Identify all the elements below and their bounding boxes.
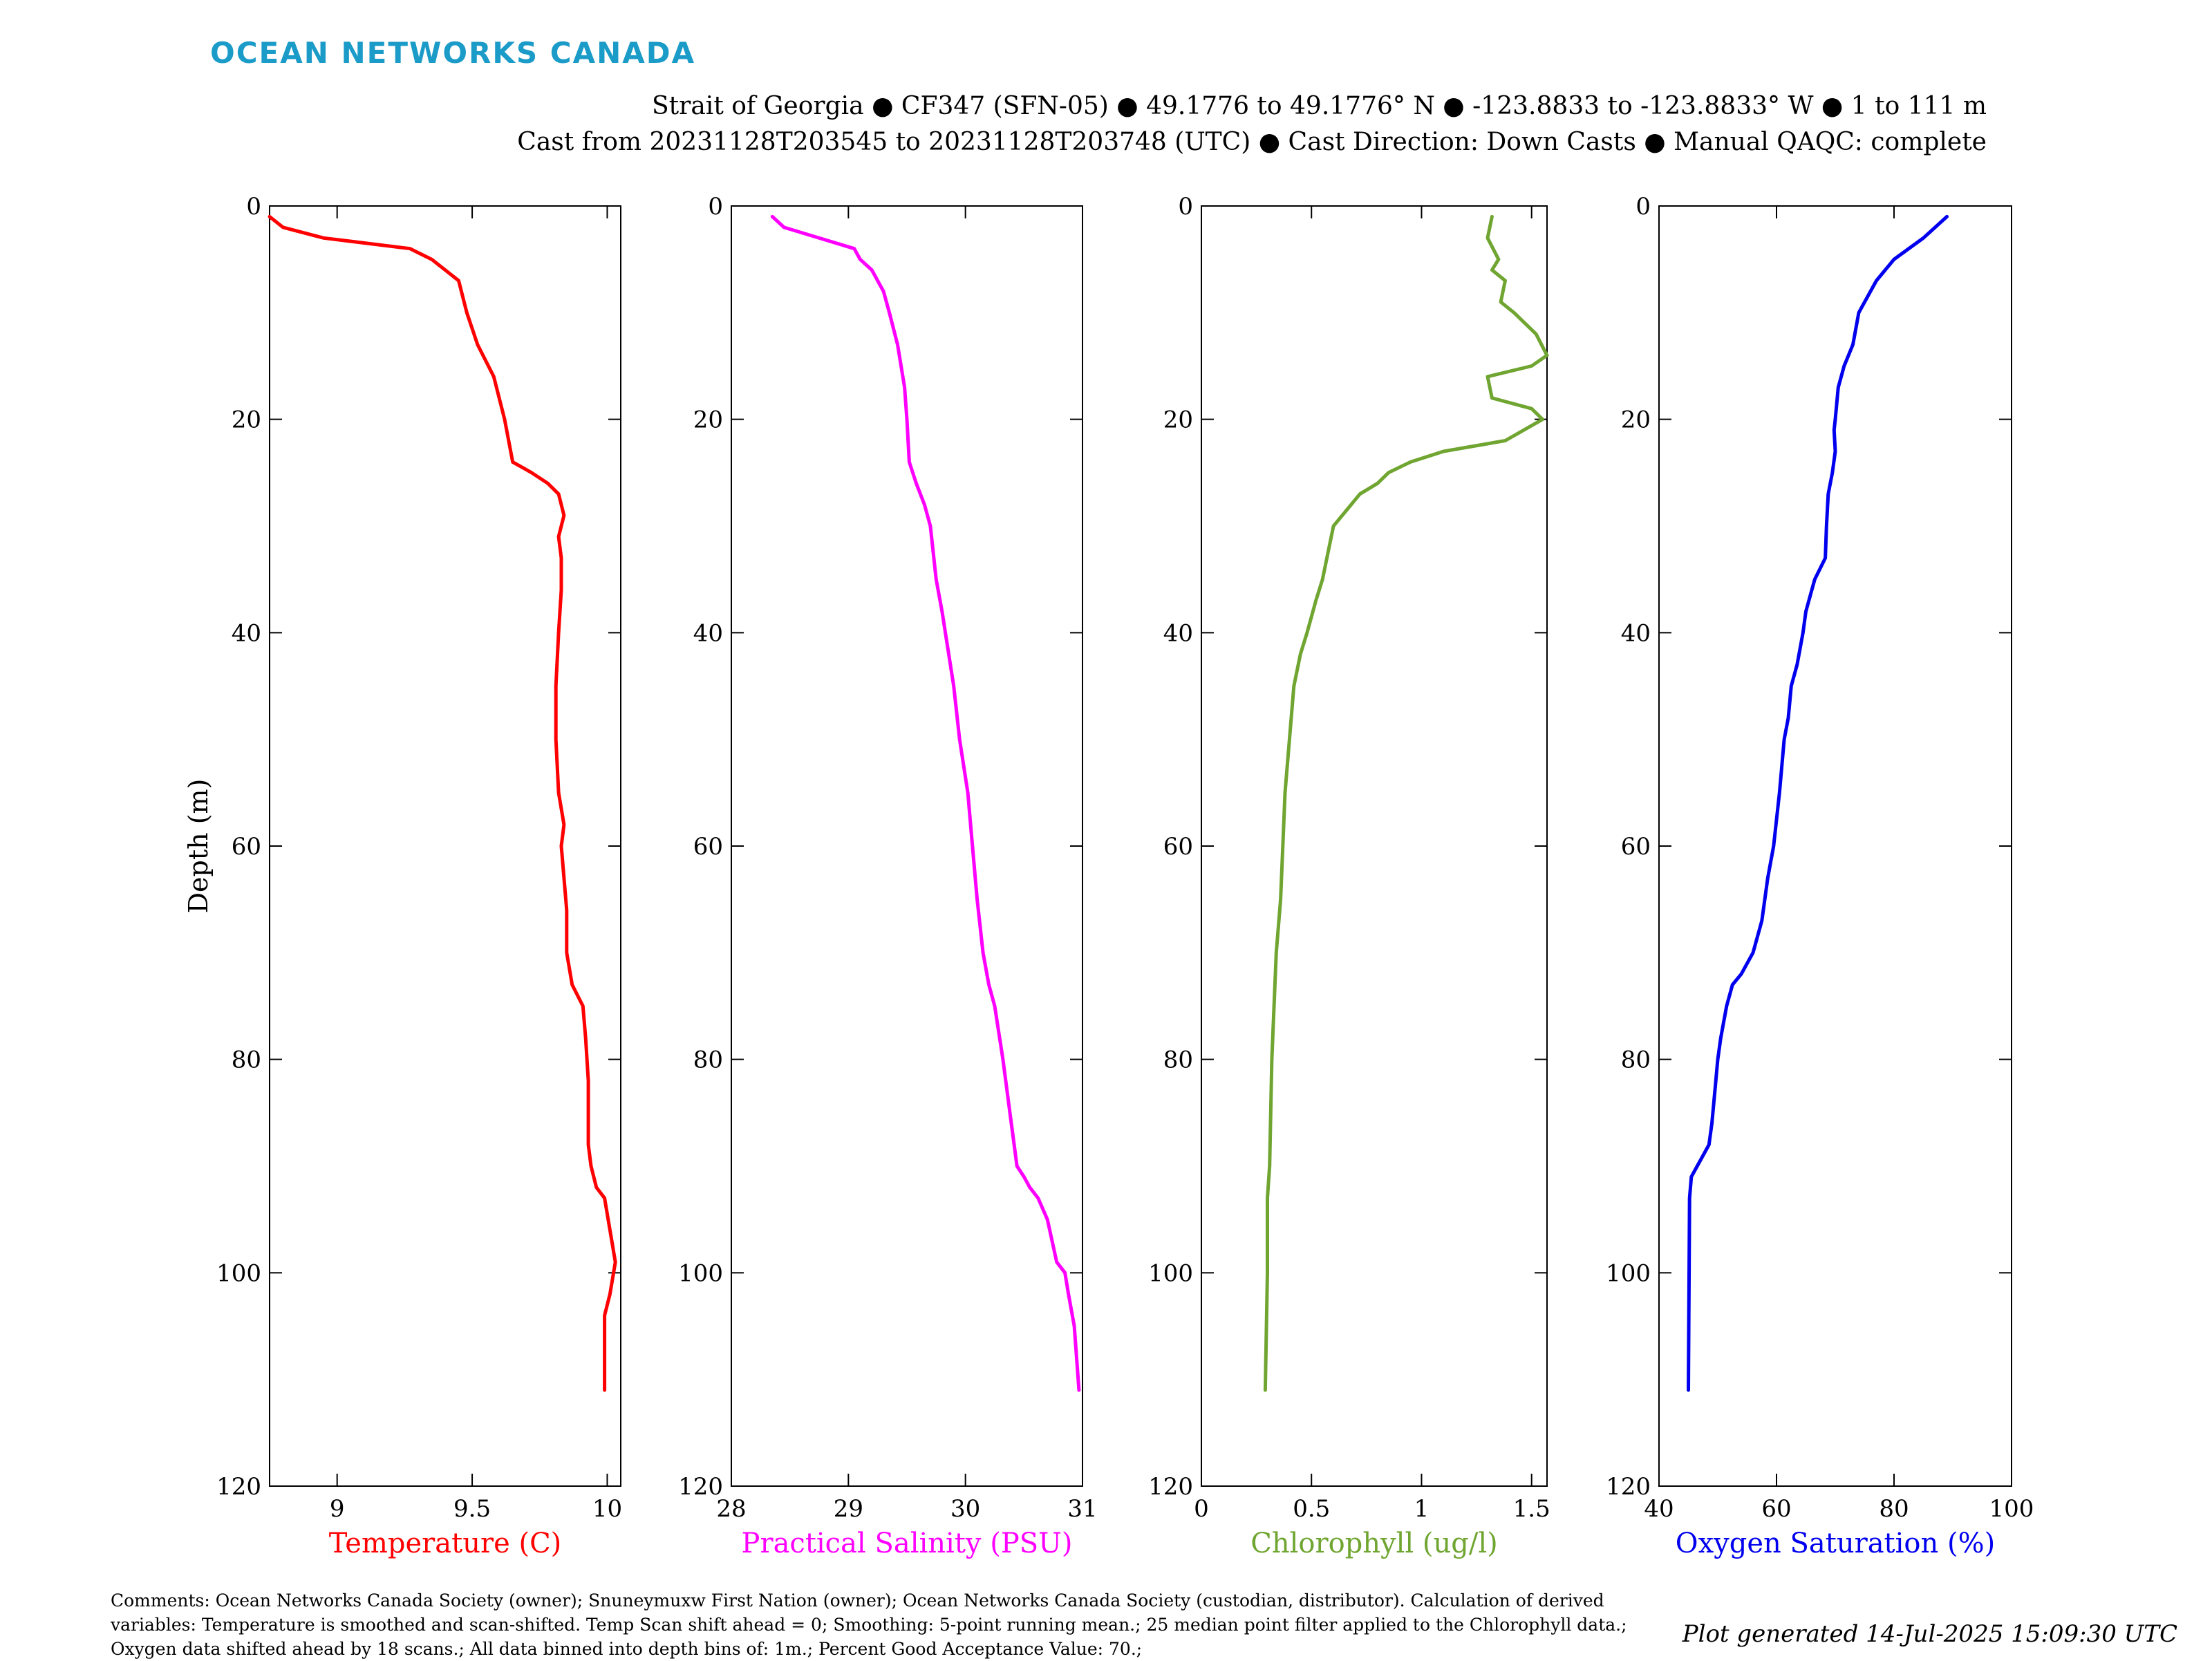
panel-2-xtick-label: 31 [1067, 1495, 1097, 1523]
panel-3-ytick-label: 0 [1178, 193, 1193, 220]
panel-3-xaxis-label: Chlorophyll (ug/l) [1250, 1528, 1498, 1559]
panel-4-axes-box [1658, 205, 2012, 1487]
panel-1-ytick-label: 80 [232, 1047, 261, 1074]
panel-1-ytick-label: 120 [216, 1473, 261, 1501]
panel-2-xtick-label: 28 [716, 1495, 746, 1523]
plot-header: Strait of Georgia ● CF347 (SFN-05) ● 49.… [517, 88, 1987, 160]
panel-2-xtick-label: 29 [834, 1495, 863, 1523]
panel-4-ytick-label: 60 [1621, 833, 1651, 861]
panel-2-ytick-label: 0 [708, 193, 723, 220]
ocean-networks-canada-logo: OCEAN NETWORKS CANADA [210, 36, 696, 70]
header-cast-line: Cast from 20231128T203545 to 20231128T20… [517, 128, 1987, 156]
panel-2-xaxis-label: Practical Salinity (PSU) [742, 1528, 1073, 1559]
panel-3-ytick-label: 20 [1163, 406, 1193, 434]
panel-2-ytick-label: 80 [693, 1047, 723, 1074]
panel-3-xtick-label: 1 [1414, 1495, 1430, 1523]
panel-2-xtick-label: 30 [950, 1495, 980, 1523]
panel-3-ytick-label: 100 [1148, 1259, 1193, 1287]
panel-4-xtick-label: 60 [1761, 1495, 1791, 1523]
panel-1-profile-line [268, 214, 617, 1392]
panel-1-ytick-label: 60 [232, 833, 261, 861]
panel-3-ytick-label: 120 [1148, 1473, 1193, 1501]
panel-2-ytick-label: 40 [693, 619, 723, 647]
panel-1-ytick-label: 40 [232, 619, 261, 647]
panel-1-xtick-label: 9.5 [453, 1495, 491, 1523]
panel-4-xtick-label: 40 [1644, 1495, 1674, 1523]
depth-axis-label: Depth (m) [183, 779, 214, 914]
header-location-line: Strait of Georgia ● CF347 (SFN-05) ● 49.… [652, 92, 1987, 120]
panel-1-ytick-label: 20 [232, 406, 261, 434]
panel-3-ytick-label: 80 [1163, 1047, 1193, 1074]
panel-1-xtick-label: 10 [592, 1495, 622, 1523]
panel-4-xtick-label: 100 [1989, 1495, 2034, 1523]
panel-2-ytick-label: 120 [678, 1473, 723, 1501]
panel-4-xaxis-label: Oxygen Saturation (%) [1676, 1528, 1995, 1559]
panel-3-xtick-label: 0.5 [1293, 1495, 1330, 1523]
panel-2-ytick-label: 100 [678, 1259, 723, 1287]
panel-1-ytick-label: 100 [216, 1259, 261, 1287]
panel-1-xtick-label: 9 [330, 1495, 345, 1523]
panel-4-ytick-label: 20 [1621, 406, 1651, 434]
panel-1-xaxis-label: Temperature (C) [329, 1528, 562, 1559]
panel-4-ytick-label: 0 [1635, 193, 1651, 220]
panel-1-axes-box [269, 205, 621, 1487]
panel-3-xtick-label: 0 [1194, 1495, 1209, 1523]
panel-4-ytick-label: 120 [1606, 1473, 1651, 1501]
panel-3-ytick-label: 60 [1163, 833, 1193, 861]
panel-4-xtick-label: 80 [1879, 1495, 1909, 1523]
panel-2-ytick-label: 20 [693, 406, 723, 434]
panel-4-ytick-label: 100 [1606, 1259, 1651, 1287]
panel-4-ytick-label: 40 [1621, 619, 1651, 647]
panel-3-ytick-label: 40 [1163, 619, 1193, 647]
panel-2-profile-line [770, 214, 1081, 1392]
comments-text: Comments: Ocean Networks Canada Society … [111, 1590, 1627, 1659]
panel-3-profile-line [1263, 214, 1549, 1392]
panel-4-ytick-label: 80 [1621, 1047, 1651, 1074]
plot-generated-timestamp: Plot generated 14-Jul-2025 15:09:30 UTC [1682, 1620, 2177, 1648]
panel-4-profile-line [1687, 214, 1949, 1392]
panel-1-ytick-label: 0 [246, 193, 261, 220]
panel-2-ytick-label: 60 [693, 833, 723, 861]
panel-3-xtick-label: 1.5 [1513, 1495, 1550, 1523]
